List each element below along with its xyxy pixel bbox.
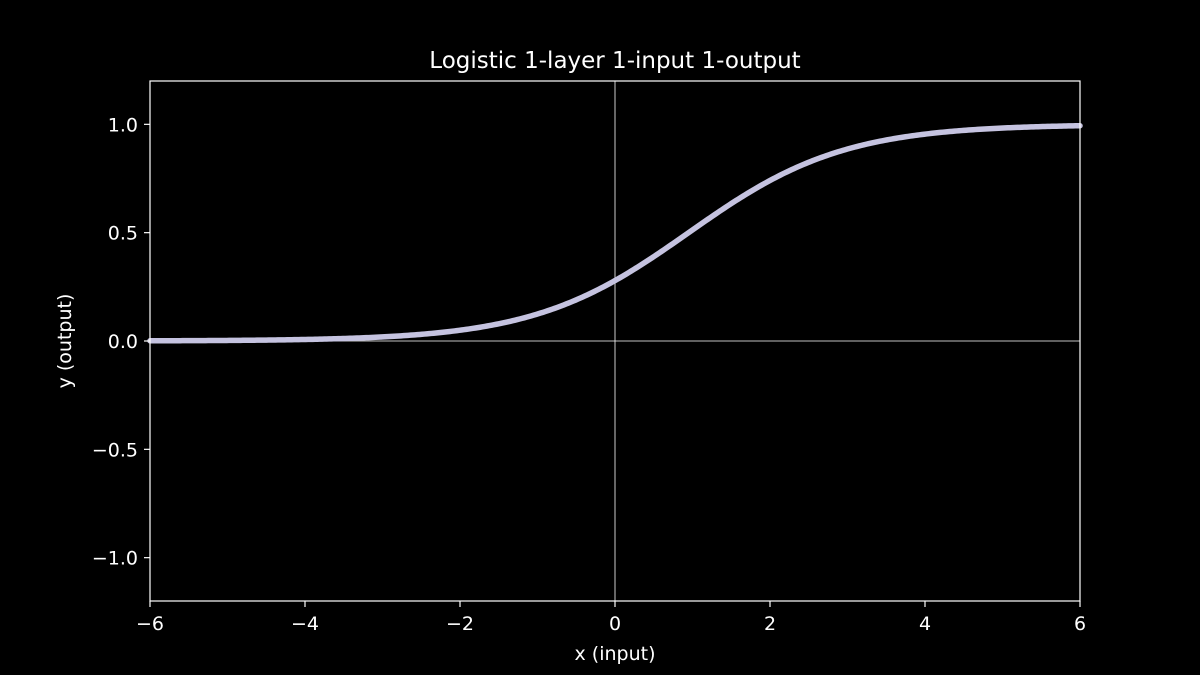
chart-title: Logistic 1-layer 1-input 1-output xyxy=(429,48,800,74)
x-tick-label: −6 xyxy=(136,613,164,635)
x-tick-label: −2 xyxy=(446,613,474,635)
y-tick-label: 1.0 xyxy=(108,114,138,136)
x-tick-label: 0 xyxy=(609,613,621,635)
x-axis-label: x (input) xyxy=(575,643,656,665)
x-tick-label: 4 xyxy=(919,613,931,635)
y-axis-label: y (output) xyxy=(54,294,76,389)
y-tick-label: 0.5 xyxy=(108,223,138,245)
y-tick-label: 0.0 xyxy=(108,331,138,353)
x-tick-label: 6 xyxy=(1074,613,1086,635)
y-tick-label: −1.0 xyxy=(92,548,138,570)
y-tick-label: −0.5 xyxy=(92,439,138,461)
x-tick-label: 2 xyxy=(764,613,776,635)
x-tick-label: −4 xyxy=(291,613,319,635)
